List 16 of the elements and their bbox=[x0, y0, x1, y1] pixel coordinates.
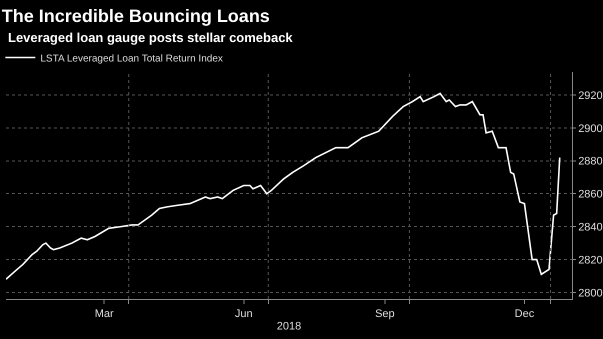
x-tick-label: Dec bbox=[514, 308, 535, 320]
y-tick-label: 2820 bbox=[578, 254, 603, 266]
x-tick-label: Jun bbox=[234, 308, 253, 320]
x-tick-label: Mar bbox=[94, 308, 114, 320]
x-axis-title: 2018 bbox=[276, 320, 302, 332]
y-tick-label: 2840 bbox=[578, 221, 603, 234]
line-series bbox=[6, 92, 561, 280]
y-tick-label: 2880 bbox=[578, 156, 603, 168]
y-tick-label: 2920 bbox=[578, 90, 603, 102]
y-tick-label: 2860 bbox=[578, 188, 603, 201]
chart-subtitle: Leveraged loan gauge posts stellar comeback bbox=[8, 30, 294, 45]
y-tick-label: 2900 bbox=[578, 122, 603, 135]
x-tick-label: Sep bbox=[375, 308, 395, 320]
legend-label: LSTA Leveraged Loan Total Return Index bbox=[40, 53, 223, 64]
y-tick-label: 2800 bbox=[578, 287, 603, 300]
chart-title: The Incredible Bouncing Loans bbox=[2, 6, 270, 26]
